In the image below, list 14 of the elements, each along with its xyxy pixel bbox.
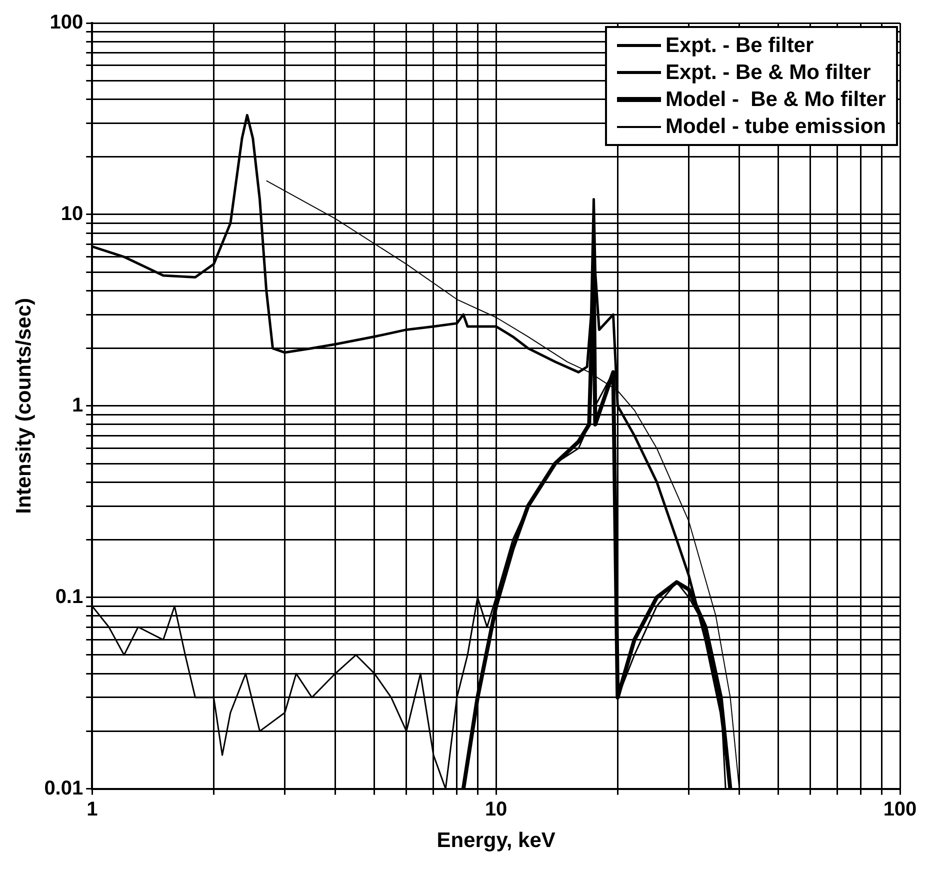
legend-label: Expt. - Be filter <box>665 33 814 59</box>
y-tick-label: 0.1 <box>55 586 84 608</box>
legend-label: Expt. - Be & Mo filter <box>665 60 871 86</box>
x-tick-label: 10 <box>484 798 508 820</box>
x-tick-label: 100 <box>883 798 917 820</box>
y-tick-label: 100 <box>50 12 84 34</box>
legend-label: Model - tube emission <box>665 114 886 140</box>
y-tick-label: 10 <box>60 202 84 225</box>
x-tick-label: 1 <box>86 798 98 820</box>
y-axis-title: Intensity (counts/sec) <box>12 298 36 514</box>
y-tick-label: 0.01 <box>44 777 84 800</box>
y-tick-label: 1 <box>72 394 84 416</box>
x-axis-title: Energy, keV <box>436 829 556 852</box>
legend-label: Model - Be & Mo filter <box>665 87 886 113</box>
